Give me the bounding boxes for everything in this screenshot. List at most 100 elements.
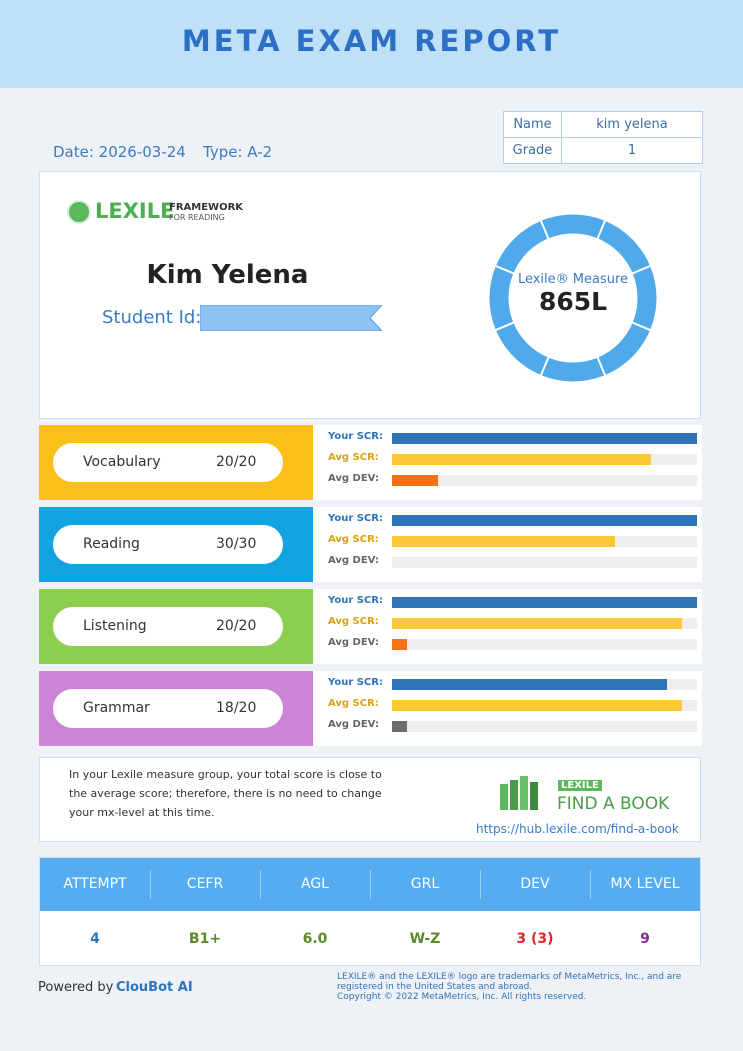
bar-track <box>392 679 697 690</box>
book <box>530 782 538 810</box>
bar-label: Avg SCR: <box>328 534 379 545</box>
results-divider <box>590 870 591 899</box>
bar-track <box>392 475 697 486</box>
bar <box>392 475 438 486</box>
student-id-label: Student Id: <box>102 307 202 328</box>
ring-gap <box>539 355 550 377</box>
ring-gap <box>630 321 652 332</box>
results-divider <box>480 870 481 899</box>
legal-line: registered in the United States and abro… <box>337 982 533 992</box>
powered-brand: ClouBot AI <box>116 980 193 995</box>
score-pill: Reading 30/30 <box>53 525 283 564</box>
bar-label: Avg SCR: <box>328 616 379 627</box>
bar-track <box>392 557 697 568</box>
find-book-url: https://hub.lexile.com/find-a-book <box>476 822 679 836</box>
name-label: Name <box>513 117 552 132</box>
date: Date: 2026-03-24 <box>53 143 186 161</box>
bar-label: Avg SCR: <box>328 452 379 463</box>
results-value: 6.0 <box>302 931 328 947</box>
grade-value: 1 <box>627 143 637 158</box>
ring-gap <box>494 264 516 275</box>
bar <box>392 639 408 650</box>
bars-panel: Your SCR: Avg SCR: Avg DEV: <box>313 507 702 582</box>
section-name: Listening <box>83 618 147 634</box>
score-pill: Grammar 18/20 <box>53 689 283 728</box>
score-pill: Listening 20/20 <box>53 607 283 646</box>
bar <box>392 536 615 547</box>
divider <box>504 137 702 138</box>
results-header-cell: DEV <box>520 876 550 892</box>
measure-ring <box>489 214 657 382</box>
redacted-id <box>200 305 382 331</box>
report-title: META EXAM REPORT <box>181 24 562 58</box>
note-line: the average score; therefore, there is n… <box>69 787 382 800</box>
powered-prefix: Powered by <box>38 980 114 995</box>
section-score: 30/30 <box>216 536 257 552</box>
section-block: Vocabulary 20/20 <box>39 425 313 500</box>
bar-label: Your SCR: <box>328 595 383 606</box>
bar-label: Avg DEV: <box>328 719 379 730</box>
header-band: META EXAM REPORT <box>0 0 743 88</box>
section-name: Reading <box>83 536 140 552</box>
measure-value: 865L <box>538 287 608 316</box>
measure-label: Lexile® Measure <box>517 272 629 287</box>
lexile-logo-sub: FOR READING <box>169 213 225 222</box>
section-block: Reading 30/30 <box>39 507 313 582</box>
results-value: W-Z <box>409 931 441 947</box>
note-line: your mx-level at this time. <box>69 806 215 819</box>
bar-track <box>392 700 697 711</box>
results-table: ATTEMPT CEFR AGL GRL DEV MX LEVEL 4 B1+ 6.0 W-Z 3 … <box>39 857 701 966</box>
results-value: 3 (3) <box>516 931 554 947</box>
bar <box>392 454 652 465</box>
lexile-logo-icon <box>67 200 91 224</box>
bar-label: Avg DEV: <box>328 637 379 648</box>
bar <box>392 597 697 608</box>
section-block: Grammar 18/20 <box>39 671 313 746</box>
results-header-cell: MX LEVEL <box>610 876 680 892</box>
find-book-brand: LEXILE <box>558 780 602 791</box>
divider <box>561 112 562 163</box>
student-name: Kim Yelena <box>146 260 309 290</box>
section-block: Listening 20/20 <box>39 589 313 664</box>
note-line: In your Lexile measure group, your total… <box>69 768 382 781</box>
bar-track <box>392 515 697 526</box>
redaction <box>200 305 382 331</box>
ring-gap <box>596 219 607 241</box>
bar <box>392 618 682 629</box>
bar <box>392 433 697 444</box>
results-header-cell: GRL <box>410 876 440 892</box>
books-icon <box>500 776 538 810</box>
bar-track <box>392 597 697 608</box>
bar <box>392 679 667 690</box>
results-value: 4 <box>90 931 100 947</box>
legal-line: Copyright © 2022 MetaMetrics, Inc. All r… <box>337 992 587 1002</box>
section-score: 20/20 <box>216 618 257 634</box>
book <box>520 776 528 810</box>
bar <box>392 515 697 526</box>
exam-type: Type: A-2 <box>203 143 273 161</box>
ring-gap <box>596 355 607 377</box>
ring <box>489 214 657 382</box>
ring-gap <box>494 321 516 332</box>
bar-label: Your SCR: <box>328 513 383 524</box>
note-box: In your Lexile measure group, your total… <box>39 757 701 842</box>
bar <box>392 700 682 711</box>
results-value: 9 <box>640 931 650 947</box>
section-name: Grammar <box>83 700 150 716</box>
name-value: kim yelena <box>596 117 668 132</box>
info-table: Name kim yelena Grade 1 <box>503 111 703 164</box>
results-header-cell: ATTEMPT <box>63 876 127 892</box>
lexile-logo-word: LEXILE <box>95 199 175 223</box>
bar-label: Avg DEV: <box>328 473 379 484</box>
bar-label: Your SCR: <box>328 677 383 688</box>
section-score: 18/20 <box>216 700 257 716</box>
bar-track <box>392 536 697 547</box>
bar-track <box>392 639 697 650</box>
legal-line: LEXILE® and the LEXILE® logo are tradema… <box>337 972 682 982</box>
bars-panel: Your SCR: Avg SCR: Avg DEV: <box>313 589 702 664</box>
results-divider <box>260 870 261 899</box>
bar-label: Your SCR: <box>328 431 383 442</box>
results-header-cell: CEFR <box>186 876 224 892</box>
section-score: 20/20 <box>216 454 257 470</box>
